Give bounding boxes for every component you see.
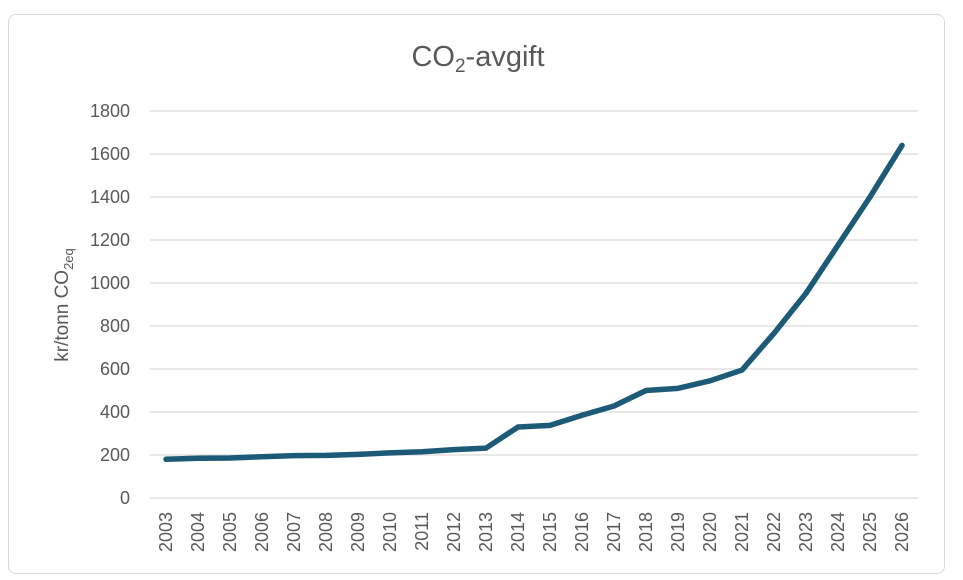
x-tick-label-2013: 2013 (476, 512, 496, 552)
x-tick-label-2008: 2008 (316, 512, 336, 552)
data-point-2008 (323, 452, 329, 458)
data-point-2016 (579, 412, 585, 418)
x-tick-label-2009: 2009 (348, 512, 368, 552)
y-tick-label-1000: 1000 (90, 273, 130, 293)
data-point-2003 (163, 456, 169, 462)
y-tick-label-1200: 1200 (90, 230, 130, 250)
data-point-2020 (707, 378, 713, 384)
data-point-2006 (259, 454, 265, 460)
data-point-2012 (451, 447, 457, 453)
x-tick-label-2011: 2011 (412, 512, 432, 551)
data-point-2004 (195, 455, 201, 461)
y-tick-label-1400: 1400 (90, 187, 130, 207)
x-tick-label-2014: 2014 (508, 512, 528, 552)
y-tick-label-1600: 1600 (90, 144, 130, 164)
data-point-2018 (643, 388, 649, 393)
data-point-2005 (227, 455, 233, 461)
x-tick-label-2003: 2003 (156, 512, 176, 552)
y-tick-label-0: 0 (120, 488, 130, 508)
y-axis-ticks: 0 200 400 600 800 1000 1200 1400 1600 1800 (90, 101, 130, 508)
data-point-2013 (483, 445, 489, 451)
x-tick-label-2015: 2015 (540, 512, 560, 552)
x-tick-label-2018: 2018 (636, 512, 656, 552)
data-point-2023 (803, 290, 809, 296)
x-tick-label-2020: 2020 (700, 512, 720, 552)
data-point-2009 (355, 451, 361, 457)
data-point-2015 (547, 422, 553, 428)
x-tick-label-2019: 2019 (668, 512, 688, 552)
data-point-2011 (419, 449, 425, 455)
x-axis-ticks: 2003 2004 2005 2006 2007 2008 2009 2010 2011 2012… (156, 512, 912, 552)
x-tick-label-2025: 2025 (860, 512, 880, 552)
x-tick-label-2023: 2023 (796, 512, 816, 552)
x-tick-label-2005: 2005 (220, 512, 240, 552)
data-point-2019 (675, 385, 681, 391)
data-point-2022 (771, 330, 777, 336)
y-tick-label-200: 200 (100, 445, 130, 465)
x-tick-label-2010: 2010 (380, 512, 400, 552)
x-tick-label-2026: 2026 (892, 512, 912, 552)
data-points (163, 142, 905, 462)
data-point-2010 (387, 450, 393, 456)
x-tick-label-2012: 2012 (444, 512, 464, 552)
data-point-2017 (611, 403, 617, 409)
x-tick-label-2007: 2007 (284, 512, 304, 552)
y-tick-label-400: 400 (100, 402, 130, 422)
series-line-co2-avgift (163, 142, 905, 463)
x-tick-label-2016: 2016 (572, 512, 592, 552)
x-tick-label-2024: 2024 (828, 512, 848, 552)
data-point-2007 (291, 453, 297, 459)
data-point-2024 (835, 242, 841, 248)
y-tick-label-1800: 1800 (90, 101, 130, 121)
y-tick-label-600: 600 (100, 359, 130, 379)
x-tick-label-2004: 2004 (188, 512, 208, 552)
gridlines (150, 110, 918, 499)
data-point-2021 (739, 367, 745, 373)
x-tick-label-2022: 2022 (764, 512, 784, 552)
data-point-2026 (899, 142, 905, 148)
data-point-2014 (515, 424, 521, 430)
data-point-2025 (867, 194, 873, 200)
chart-title: CO2-avgift (411, 41, 544, 77)
chart-frame (8, 14, 945, 574)
x-tick-label-2017: 2017 (604, 512, 624, 552)
x-tick-label-2006: 2006 (252, 512, 272, 552)
y-tick-label-800: 800 (100, 316, 130, 336)
y-axis-label: kr/tonn CO2eq (52, 248, 76, 362)
x-tick-label-2021: 2021 (732, 512, 752, 552)
